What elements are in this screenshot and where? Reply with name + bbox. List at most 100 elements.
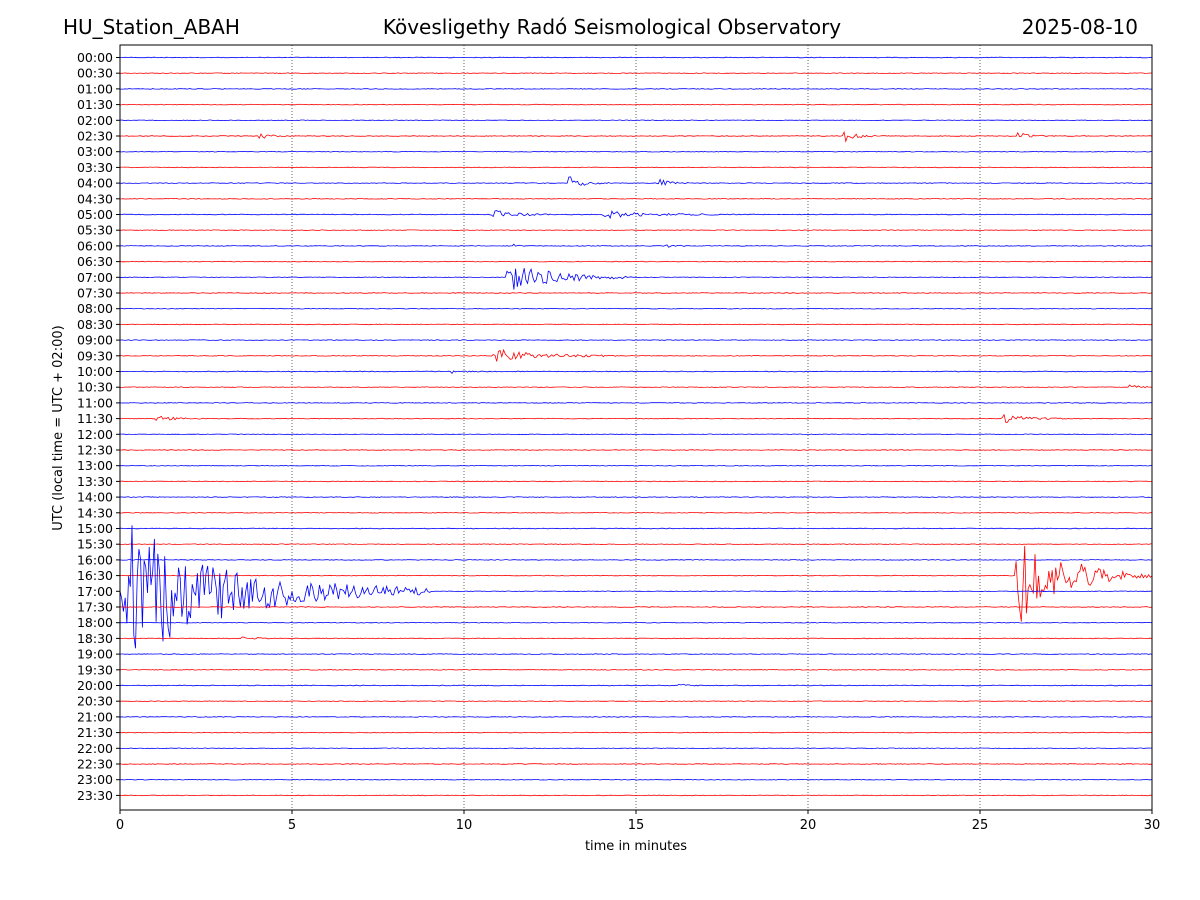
- trace-row-2200: [120, 747, 1152, 750]
- station-name: HU_Station_ABAH: [63, 15, 240, 39]
- y-tick-label: 10:30: [77, 380, 113, 395]
- y-tick-label: 06:30: [77, 254, 113, 269]
- trace-row-1500: [120, 527, 1152, 530]
- trace-row-0500: [120, 210, 1152, 220]
- trace-row-0330: [120, 166, 1152, 169]
- trace-row-2000: [120, 683, 1152, 687]
- trace-row-0030: [120, 72, 1152, 74]
- trace-row-0430: [120, 198, 1152, 200]
- y-tick-label: 20:00: [77, 678, 113, 693]
- y-tick-label: 03:30: [77, 160, 113, 175]
- y-tick-label: 19:30: [77, 662, 113, 677]
- y-tick-label: 09:30: [77, 348, 113, 363]
- x-tick-label: 25: [972, 818, 989, 833]
- y-tick-label: 02:30: [77, 129, 113, 144]
- traces: [120, 56, 1152, 797]
- trace-row-2100: [120, 716, 1152, 718]
- y-tick-label: 08:30: [77, 317, 113, 332]
- trace-row-0200: [120, 119, 1152, 122]
- trace-row-0000: [120, 56, 1152, 59]
- trace-row-1430: [120, 512, 1152, 514]
- y-tick-label: 07:30: [77, 286, 113, 301]
- y-tick-label: 20:30: [77, 694, 113, 709]
- trace-row-1730: [120, 606, 1152, 608]
- y-tick-label: 17:00: [77, 584, 113, 599]
- y-tick-label: 12:30: [77, 443, 113, 458]
- trace-row-1400: [120, 496, 1152, 498]
- y-tick-label: 21:00: [77, 709, 113, 724]
- y-tick-label: 10:00: [77, 364, 113, 379]
- y-tick-label: 16:00: [77, 552, 113, 567]
- trace-row-2030: [120, 700, 1152, 702]
- y-axis: 00:0000:3001:0001:3002:0002:3003:0003:30…: [77, 50, 120, 803]
- trace-row-0530: [120, 229, 1152, 231]
- y-tick-label: 22:30: [77, 757, 113, 772]
- trace-row-1600: [120, 559, 1152, 561]
- trace-row-1900: [120, 653, 1152, 655]
- y-tick-label: 04:00: [77, 176, 113, 191]
- y-tick-label: 18:00: [77, 615, 113, 630]
- x-axis-label: time in minutes: [585, 839, 687, 854]
- x-tick-label: 5: [288, 818, 296, 833]
- y-tick-label: 15:30: [77, 537, 113, 552]
- y-tick-label: 13:30: [77, 474, 113, 489]
- y-tick-label: 09:00: [77, 333, 113, 348]
- y-tick-label: 12:00: [77, 427, 113, 442]
- y-axis-label: UTC (local time = UTC + 02:00): [51, 325, 66, 530]
- trace-row-1530: [120, 543, 1152, 545]
- trace-row-2230: [120, 763, 1152, 765]
- trace-row-2300: [120, 778, 1152, 781]
- x-axis: 0 5 10 15 20 25 30: [116, 810, 1160, 833]
- y-tick-label: 16:30: [77, 568, 113, 583]
- y-tick-label: 05:00: [77, 207, 113, 222]
- trace-row-1100: [120, 402, 1152, 404]
- y-tick-label: 15:00: [77, 521, 113, 536]
- x-tick-label: 10: [456, 818, 473, 833]
- y-tick-label: 17:30: [77, 600, 113, 615]
- trace-row-0700: [120, 267, 1152, 290]
- trace-row-0130: [120, 103, 1152, 106]
- y-tick-label: 21:30: [77, 725, 113, 740]
- y-tick-label: 06:00: [77, 238, 113, 253]
- y-tick-label: 23:00: [77, 772, 113, 787]
- grid: [291, 45, 981, 810]
- trace-row-0730: [120, 292, 1152, 294]
- y-tick-label: 01:00: [77, 81, 113, 96]
- chart-title: Kövesligethy Radó Seismological Observat…: [382, 15, 842, 39]
- trace-row-0900: [120, 339, 1152, 341]
- x-tick-label: 15: [628, 818, 645, 833]
- y-tick-label: 14:00: [77, 490, 113, 505]
- y-tick-label: 11:30: [77, 411, 113, 426]
- y-tick-label: 02:00: [77, 113, 113, 128]
- trace-row-0830: [120, 323, 1152, 326]
- y-tick-label: 23:30: [77, 788, 113, 803]
- trace-row-2330: [120, 794, 1152, 797]
- chart-date: 2025-08-10: [1021, 15, 1138, 39]
- y-tick-label: 19:00: [77, 647, 113, 662]
- trace-row-1800: [120, 621, 1152, 624]
- trace-row-0930: [120, 348, 1152, 362]
- y-tick-label: 04:30: [77, 191, 113, 206]
- trace-row-1130: [120, 413, 1152, 423]
- trace-row-1830: [120, 636, 1152, 640]
- y-tick-label: 00:30: [77, 66, 113, 81]
- trace-row-1630: [120, 545, 1152, 622]
- trace-row-1230: [120, 449, 1152, 451]
- y-tick-label: 08:00: [77, 301, 113, 316]
- trace-row-2130: [120, 731, 1152, 734]
- trace-row-0630: [120, 260, 1152, 263]
- y-tick-label: 14:30: [77, 505, 113, 520]
- trace-row-0100: [120, 88, 1152, 90]
- trace-row-1200: [120, 433, 1152, 436]
- trace-row-0300: [120, 150, 1152, 153]
- trace-row-1030: [120, 384, 1152, 389]
- y-tick-label: 18:30: [77, 631, 113, 646]
- y-tick-label: 01:30: [77, 97, 113, 112]
- trace-row-1000: [120, 370, 1152, 375]
- y-tick-label: 00:00: [77, 50, 113, 65]
- y-tick-label: 03:00: [77, 144, 113, 159]
- trace-row-0600: [120, 243, 1152, 248]
- trace-row-1700: [120, 525, 1152, 649]
